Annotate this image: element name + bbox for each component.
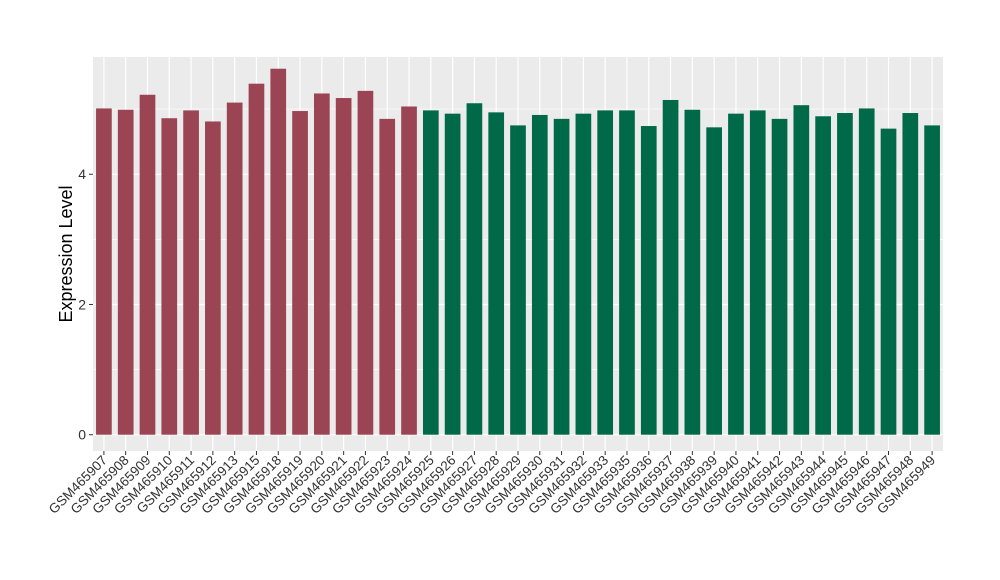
bar bbox=[728, 113, 744, 435]
bar bbox=[858, 108, 875, 435]
bar bbox=[924, 125, 940, 435]
bar bbox=[335, 98, 352, 435]
y-tick-label: 2 bbox=[78, 296, 86, 312]
bar bbox=[314, 93, 330, 435]
y-axis: 0 2 4 bbox=[78, 166, 93, 443]
bar bbox=[880, 128, 897, 435]
y-axis-title: Expression Level bbox=[56, 185, 76, 322]
bar bbox=[662, 99, 679, 435]
bar bbox=[183, 110, 199, 435]
bar bbox=[205, 121, 221, 435]
y-tick-label: 4 bbox=[78, 166, 86, 182]
bar bbox=[292, 111, 308, 435]
bar bbox=[619, 110, 635, 435]
bar bbox=[902, 113, 919, 435]
bar bbox=[575, 113, 592, 435]
bar bbox=[706, 127, 722, 435]
bar bbox=[597, 110, 614, 435]
bar bbox=[161, 118, 178, 435]
bar bbox=[248, 83, 265, 435]
bar bbox=[117, 109, 134, 435]
bar bbox=[226, 102, 243, 435]
bar bbox=[837, 113, 853, 435]
y-tick-label: 0 bbox=[78, 427, 86, 443]
bar bbox=[553, 118, 570, 435]
bar bbox=[488, 112, 505, 435]
bar bbox=[640, 126, 657, 435]
bar bbox=[510, 125, 526, 435]
bar bbox=[139, 94, 156, 435]
bar bbox=[793, 105, 810, 435]
bar bbox=[96, 108, 112, 435]
bar bbox=[422, 110, 439, 435]
bar bbox=[771, 118, 788, 435]
x-axis: GSM465907GSM465908GSM465909GSM465910GSM4… bbox=[46, 451, 938, 517]
bar bbox=[379, 118, 396, 435]
bar bbox=[466, 103, 483, 435]
bar bbox=[401, 106, 417, 435]
bar bbox=[684, 109, 701, 435]
bars bbox=[96, 68, 940, 435]
bar bbox=[357, 90, 374, 435]
bar bbox=[444, 113, 461, 435]
bar bbox=[531, 114, 548, 435]
bar bbox=[270, 68, 287, 435]
bar bbox=[815, 116, 831, 435]
bar bbox=[749, 110, 766, 435]
